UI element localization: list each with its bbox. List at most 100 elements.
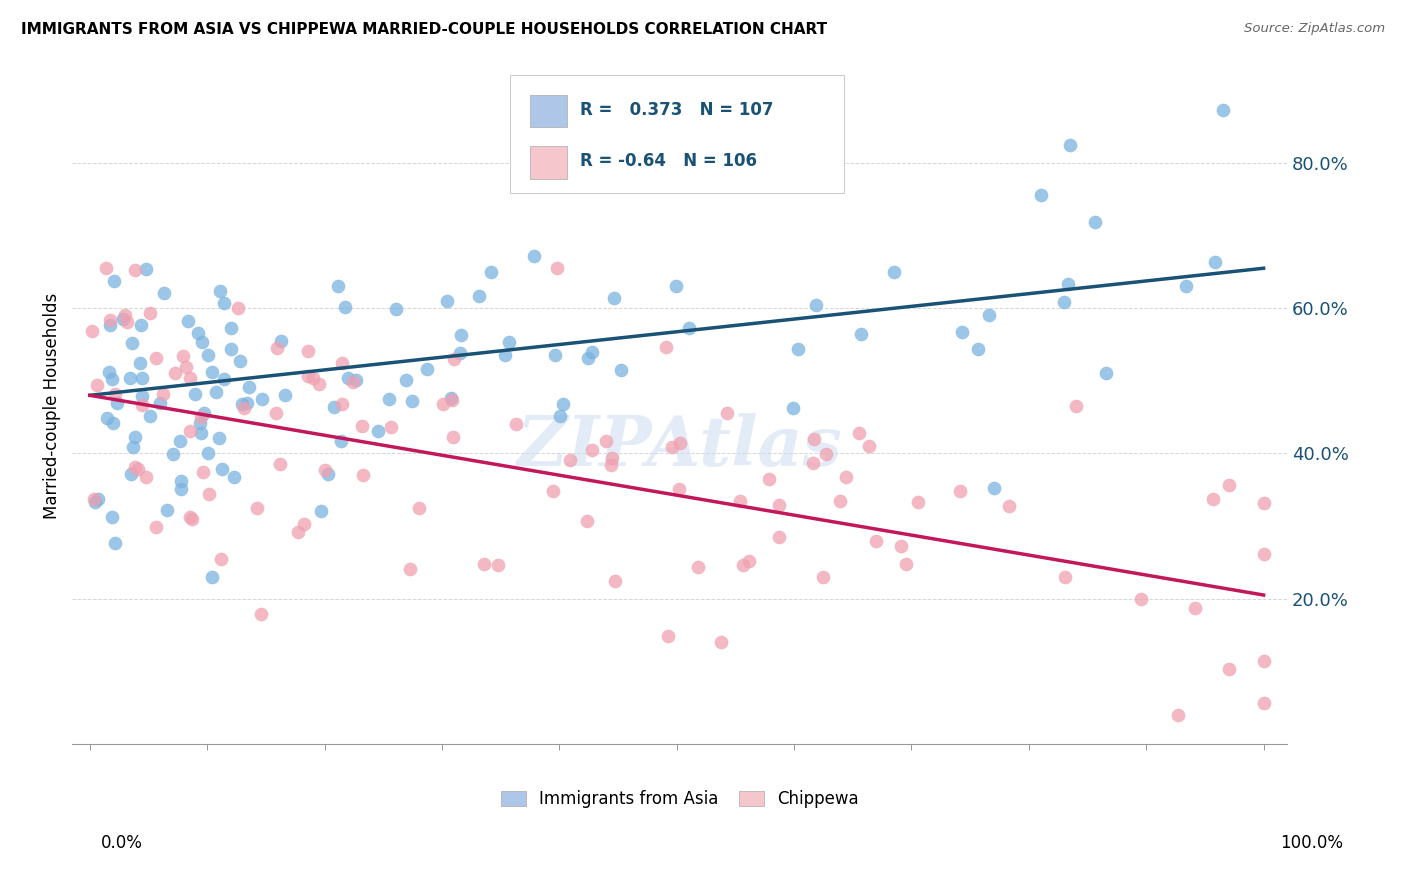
Point [193,406,215,420]
Point [344,373,367,387]
Point [228,301,250,315]
Point [179,371,201,385]
Point [297,343,319,358]
Point [179,424,201,438]
Point [835,469,858,483]
Point [101,510,124,524]
Point [124,262,146,277]
Point [228,354,250,368]
Point [145,351,167,365]
Point [87,492,110,507]
Point [803,432,825,446]
Point [894,557,917,571]
Point [297,369,319,384]
Point [190,409,212,424]
Text: R =   0.373   N = 107: R = 0.373 N = 107 [581,101,773,119]
Point [449,346,471,360]
Point [665,279,688,293]
Point [1218,478,1240,492]
Point [352,467,374,482]
Point [440,391,463,405]
Point [212,296,235,310]
Point [738,554,761,568]
Point [124,460,146,475]
Point [730,493,752,508]
Point [188,416,211,430]
Point [139,409,162,423]
Point [398,562,420,576]
Point [610,363,633,377]
Point [983,481,1005,495]
Point [576,351,599,366]
Point [172,350,194,364]
Point [883,265,905,279]
Point [669,436,692,450]
Point [287,525,309,540]
Point [600,458,623,472]
Point [1204,255,1226,269]
Point [603,291,626,305]
Text: 0.0%: 0.0% [101,834,143,852]
Point [232,401,254,415]
Point [198,487,221,501]
Point [80,324,103,338]
Point [131,398,153,412]
Point [1029,188,1052,202]
Point [595,434,617,448]
Point [264,406,287,420]
Point [979,308,1001,322]
Point [830,493,852,508]
Point [222,470,245,484]
Point [201,569,224,583]
Point [342,376,364,390]
Point [219,321,242,335]
FancyBboxPatch shape [530,95,567,128]
Point [152,286,174,301]
Point [576,514,599,528]
Point [1130,592,1153,607]
Point [162,446,184,460]
Point [415,361,437,376]
Point [326,279,349,293]
Point [84,495,107,509]
Point [121,440,143,454]
Point [907,495,929,509]
Point [600,450,623,465]
Point [450,327,472,342]
Point [105,396,128,410]
Point [377,392,399,407]
Point [1175,278,1198,293]
Point [548,409,571,424]
FancyBboxPatch shape [509,75,844,194]
Point [605,574,627,589]
Point [181,511,204,525]
Point [145,520,167,534]
Point [179,510,201,524]
Point [1218,662,1240,676]
Point [560,453,582,467]
Point [498,334,520,349]
Point [333,300,356,314]
Point [686,559,709,574]
Point [716,406,738,420]
Point [865,533,887,548]
Point [1253,654,1275,668]
Point [129,318,152,332]
Point [668,482,690,496]
Point [768,530,790,544]
Point [655,341,678,355]
Point [149,396,172,410]
Point [1057,277,1080,291]
Point [710,634,733,648]
Point [486,558,509,573]
Point [184,387,207,401]
Point [1253,496,1275,510]
Point [83,491,105,506]
Point [661,440,683,454]
FancyBboxPatch shape [530,146,567,178]
Point [848,425,870,440]
Point [380,420,402,434]
Point [330,356,353,370]
Point [786,342,808,356]
Point [193,465,215,479]
